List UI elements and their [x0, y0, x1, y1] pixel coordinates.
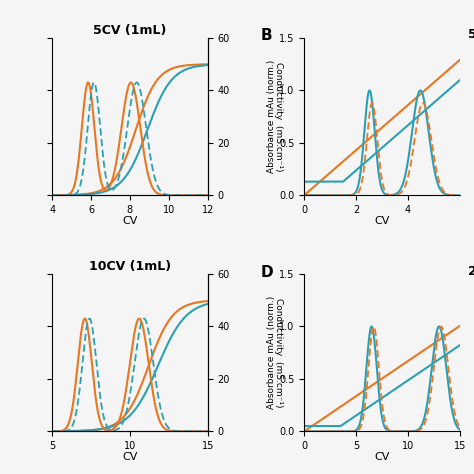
Title: 10CV (1mL): 10CV (1mL) [89, 260, 171, 273]
X-axis label: CV: CV [374, 453, 390, 463]
Y-axis label: Absorbance mAu (norm.): Absorbance mAu (norm.) [267, 60, 276, 173]
X-axis label: CV: CV [374, 217, 390, 227]
X-axis label: CV: CV [122, 217, 137, 227]
X-axis label: CV: CV [122, 453, 137, 463]
Text: D: D [261, 264, 273, 280]
Title: 5CV (1mL): 5CV (1mL) [93, 24, 167, 37]
Y-axis label: Absorbance mAu (norm.): Absorbance mAu (norm.) [267, 296, 276, 409]
Text: 20: 20 [467, 264, 474, 278]
Text: B: B [261, 28, 272, 44]
Y-axis label: Conductivity  (mS.cm⁻¹): Conductivity (mS.cm⁻¹) [274, 62, 283, 172]
Y-axis label: Conductivity  (mS.cm⁻¹): Conductivity (mS.cm⁻¹) [274, 298, 283, 408]
Text: 5: 5 [467, 28, 474, 42]
